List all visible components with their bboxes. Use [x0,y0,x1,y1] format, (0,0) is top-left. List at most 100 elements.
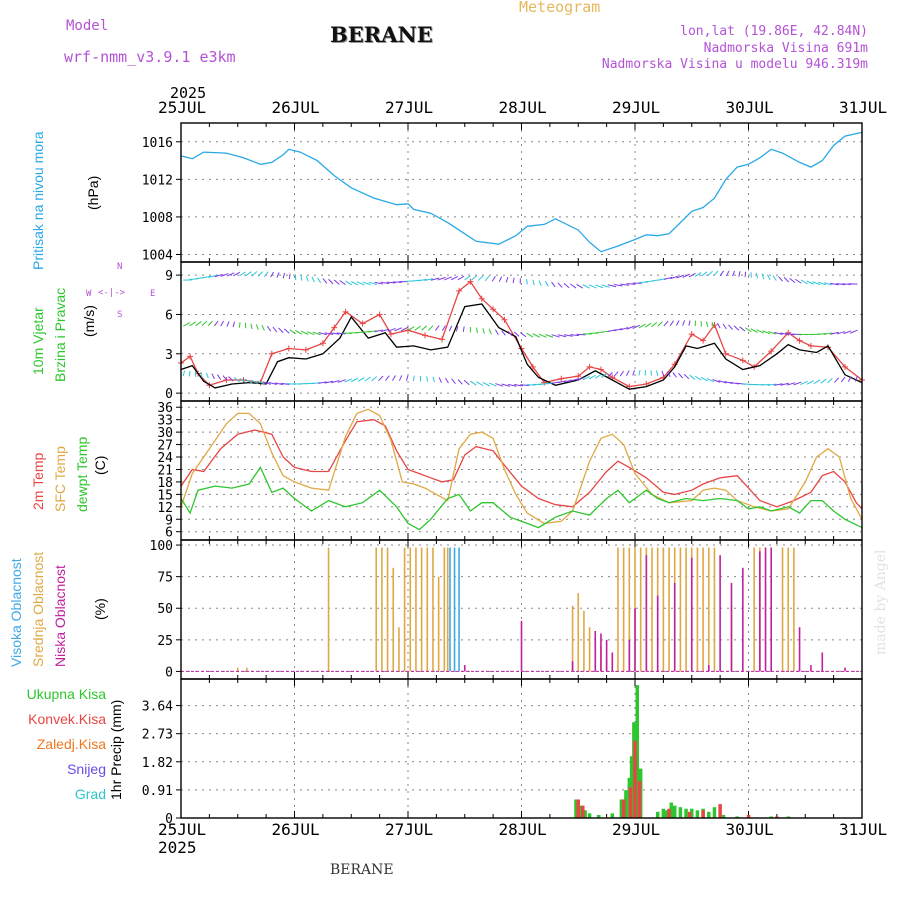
wind-arrow [394,327,402,332]
wind-arrow [655,370,659,377]
bar-cloud_cover [600,633,602,672]
wind-arrow [300,275,303,281]
bar-precipitation [786,816,790,818]
wind-arrow [262,381,271,385]
bar-cloud_cover [449,547,451,672]
wind-arrow [432,376,435,383]
wind-arrow [344,378,353,383]
bar-cloud_cover [821,652,824,672]
bar-cloud_cover [730,582,733,672]
wind-arrow [676,274,685,279]
wind-arrow [745,327,752,333]
wind-arrow [733,325,740,331]
bar-precipitation [684,808,688,818]
wind-arrow [405,375,409,381]
wind-arrow [374,281,384,285]
bar-cloud_cover [793,547,795,672]
y-tick-label: 6 [165,308,173,323]
wind-arrow [400,326,409,332]
wind-arrow [613,328,623,332]
wind-arrow [457,275,465,281]
wind-arrow [563,282,570,289]
wind-arrow [789,277,796,284]
wind-arrow [545,334,554,338]
wind-arrow [505,276,509,283]
panel-frame [180,122,863,263]
bar-precipitation [596,814,601,818]
wind-arrow [368,330,377,333]
wind-arrow [834,377,840,383]
wind-arrow [208,274,217,278]
wind-arrow [718,380,727,384]
y-tick-label: 30 [157,426,173,441]
wind-arrow [661,370,665,377]
wind-arrow [843,330,852,335]
wind-arrow [526,332,534,338]
bar-precipitation [576,799,580,818]
wind-arrow [783,277,790,283]
gust-marker [478,295,485,302]
gust-marker [490,306,497,313]
wind-arrow [772,275,777,281]
bar-cloud_cover [798,627,801,672]
wind-arrow [678,372,684,379]
bar-cloud_cover [577,593,580,672]
wind-arrow [357,377,365,382]
gust-marker [302,346,309,353]
series-line-speed [180,303,863,390]
wind-arrow [441,325,446,331]
panel-cloud_cover: 0 25 50 75 100 [150,539,863,680]
bar-cloud_cover [520,620,523,672]
wind-arrow [563,379,573,383]
date-tick-label: 28JUL [498,98,547,117]
bar-cloud_cover [458,547,460,672]
wind-arrow [713,270,719,277]
bar-cloud_cover [719,555,721,672]
wind-arrow [305,275,309,282]
series-line-dewpt-temp [180,466,863,531]
wind-arrow [689,374,696,380]
wind-arrow [707,270,713,277]
wind-arrow [722,323,727,330]
y-tick-label: 3 [165,348,173,363]
wind-arrow [532,333,540,338]
coords-text: lon,lat (19.86E, 42.84N) [680,24,868,39]
precip-legend-total: Ukupna Kisa [26,686,106,702]
wind-arrow [189,321,196,327]
wind-arrow [261,325,265,331]
y-tick-label: 2.73 [142,728,173,743]
wind-arrow [380,281,390,285]
wind-arrow [601,372,608,379]
bar-cloud_cover [443,547,446,672]
wind-arrow [257,271,263,277]
wind-arrow [364,376,371,382]
wind-arrow [675,320,680,326]
wind-arrow [507,383,517,387]
bar-precipitation [583,810,587,818]
bar-precipitation [721,814,726,818]
y-tick-label: 9 [165,269,173,284]
wind-arrow [738,271,741,277]
gust-marker [331,324,338,331]
date-tick-label: 26JUL [271,98,320,117]
panel-pressure: 1004 1008 1012 1016 [142,122,863,263]
gust-marker [422,332,429,339]
gust-marker [841,363,848,370]
wind-arrow [626,370,630,376]
y-tick-label: 15 [157,488,173,503]
wind-arrow [380,328,390,332]
bar-cloud_cover [810,665,812,672]
y-tick-label: 1008 [142,211,173,226]
wind-arrow [513,331,520,337]
wind-arrow [836,283,846,286]
wind-arrow [374,329,384,333]
wind-arrow [766,274,771,280]
wind-arrow [520,384,530,387]
wind-arrow [476,327,478,334]
wind-arrow [239,271,246,277]
wind-arrow [739,326,746,332]
wind-arrow [251,271,258,277]
bar-precipitation [678,807,683,818]
wind-arrow [387,327,396,332]
y-tick-label: 24 [157,451,173,466]
